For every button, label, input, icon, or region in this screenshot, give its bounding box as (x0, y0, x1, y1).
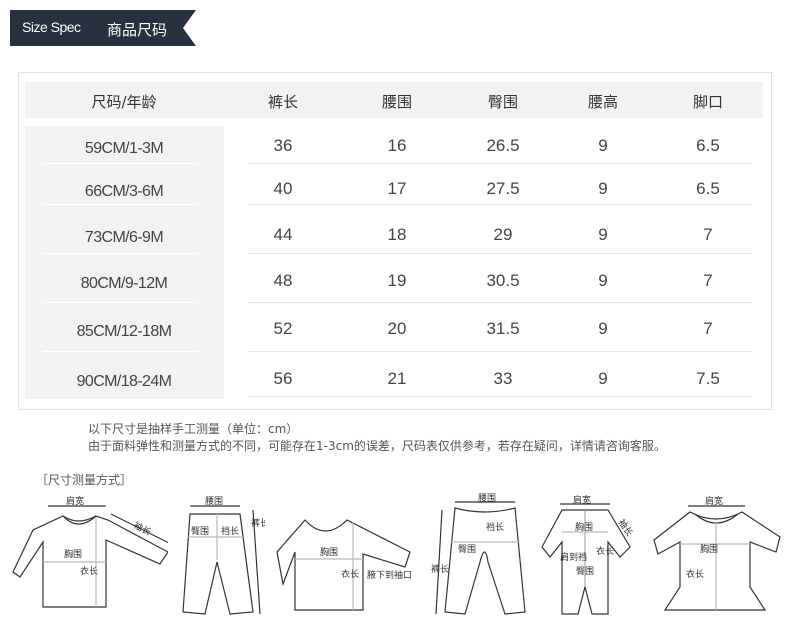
row-divider (248, 204, 752, 205)
table-cell: 40 (273, 179, 293, 198)
size-cell: 66CM/3-6M (84, 183, 164, 200)
column-header: 腰高 (587, 93, 619, 111)
label-shoulder: 肩宽 (66, 495, 84, 507)
row-divider (248, 253, 752, 254)
row-divider (248, 163, 752, 164)
table-cell: 17 (387, 179, 407, 198)
label-length: 衣长 (596, 545, 614, 557)
diagram-romper: 肩宽 袖长 胸围 肩到裆 衣长 臀围 (540, 492, 640, 622)
note-line-2: 由于面料弹性和测量方式的不同，可能存在1-3cm的误差，尺码表仅供参考，若存在疑… (88, 439, 666, 453)
diagram-dress: 肩宽 胸围 衣长 (650, 492, 785, 622)
label-hip: 臀围 (458, 544, 476, 555)
table-header-row (25, 82, 763, 118)
table-cell: 7 (703, 225, 713, 244)
table-cell: 33 (493, 369, 513, 388)
row-divider (43, 302, 198, 303)
label-sleeve: 袖长 (132, 519, 154, 538)
table-cell: 6.5 (696, 136, 720, 155)
size-spec-banner: Size Spec 商品尺码 (10, 10, 196, 46)
measure-method-title: ［尺寸测量方式］ (36, 473, 133, 487)
label-hip: 臀围 (191, 526, 209, 537)
label-shoulder: 肩宽 (705, 495, 723, 507)
size-column-bg (25, 126, 224, 399)
table-cell: 7 (703, 271, 713, 290)
row-divider (43, 253, 198, 254)
label-length: 衣长 (80, 565, 98, 577)
label-waist: 腰围 (478, 493, 496, 504)
size-cell: 80CM/9-12M (80, 275, 168, 292)
label-pant-length: 裤长 (431, 563, 449, 575)
column-header: 腰围 (381, 93, 413, 111)
label-pant-length: 裤长 (251, 517, 265, 529)
size-table-frame (18, 72, 772, 410)
table-cell: 9 (598, 319, 608, 338)
table-cell: 36 (273, 136, 293, 155)
table-cell: 56 (273, 369, 293, 388)
size-cell: 59CM/1-3M (84, 140, 164, 157)
row-divider (248, 351, 752, 352)
label-underarm-to-cuff: 腋下到袖口 (367, 569, 412, 581)
column-header: 脚口 (692, 93, 724, 111)
table-cell: 7.5 (696, 369, 720, 388)
banner-en-title: Size Spec (22, 19, 81, 35)
label-shoulder: 肩宽 (573, 494, 591, 506)
row-divider (43, 351, 198, 352)
column-header: 尺码/年龄 (91, 93, 157, 111)
table-cell: 16 (387, 136, 407, 155)
label-shoulder-to-crotch: 肩到裆 (560, 551, 587, 563)
table-cell: 6.5 (696, 179, 720, 198)
table-cell: 7 (703, 319, 713, 338)
row-divider (248, 302, 752, 303)
note-line-1: 以下尺寸是抽样手工测量（单位：cm） (88, 422, 299, 436)
banner-cn-title: 商品尺码 (107, 21, 168, 39)
table-cell: 27.5 (486, 179, 520, 198)
column-header: 臀围 (487, 93, 519, 111)
table-cell: 26.5 (486, 136, 520, 155)
table-cell: 19 (387, 271, 407, 290)
diagram-long-sleeve-top: 肩宽 袖长 胸围 衣长 (8, 492, 168, 622)
table-cell: 9 (598, 225, 608, 244)
table-cell: 21 (387, 369, 407, 388)
diagram-pants: 腰围 臀围 裆长 裤长 (175, 492, 265, 622)
label-hip: 臀围 (576, 566, 594, 577)
table-cell: 29 (493, 225, 513, 244)
label-chest: 胸围 (575, 521, 593, 533)
table-cell: 52 (273, 319, 293, 338)
label-sleeve: 袖长 (616, 517, 636, 539)
column-header: 裤长 (267, 93, 299, 111)
table-cell: 9 (598, 179, 608, 198)
label-waist: 腰围 (205, 496, 223, 507)
size-cell: 90CM/18-24M (76, 373, 172, 390)
size-cell: 85CM/12-18M (76, 323, 172, 340)
label-chest: 胸围 (320, 546, 338, 558)
row-divider (248, 396, 752, 397)
label-rise: 裆长 (221, 525, 239, 537)
label-chest: 胸围 (64, 548, 82, 560)
table-cell: 31.5 (486, 319, 520, 338)
size-cell: 73CM/6-9M (84, 229, 164, 246)
table-cell: 18 (387, 225, 407, 244)
table-cell: 9 (598, 136, 608, 155)
row-divider (43, 204, 198, 205)
label-length: 衣长 (341, 568, 359, 580)
row-divider (43, 163, 198, 164)
label-rise: 裆长 (486, 521, 504, 533)
label-length: 衣长 (686, 568, 704, 580)
diagram-open-crotch-pants: 腰围 裆长 臀围 裤长 (430, 492, 530, 622)
table-cell: 48 (273, 271, 293, 290)
table-cell: 30.5 (486, 271, 520, 290)
table-cell: 44 (273, 225, 293, 244)
label-chest: 胸围 (700, 543, 718, 555)
table-cell: 9 (598, 369, 608, 388)
table-cell: 20 (387, 319, 407, 338)
table-cell: 9 (598, 271, 608, 290)
diagram-raglan-top: 胸围 衣长 腋下到袖口 (275, 492, 415, 622)
